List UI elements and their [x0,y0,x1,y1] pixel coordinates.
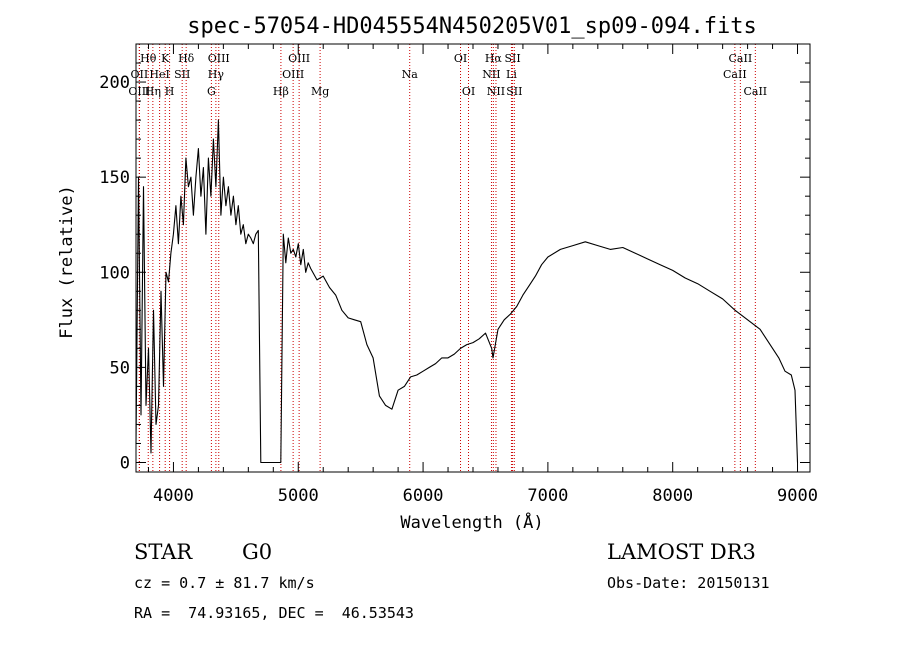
x-tick-label-4000: 4000 [153,486,194,506]
x-tick-label-6000: 6000 [403,486,444,506]
line-label-25: CaII [729,52,753,65]
line-label-8: H [165,85,175,98]
y-tick-label-0: 0 [120,453,130,473]
line-label-17: OI [454,52,467,65]
line-label-15: Mg [311,85,329,98]
line-label-20: SII [504,52,520,65]
y-tick-label-100: 100 [99,263,130,283]
line-label-9: OIII [208,52,230,65]
coordinates: RA = 74.93165, DEC = 46.53543 [134,604,414,622]
line-label-2: OIII [128,85,150,98]
line-label-16: Na [402,68,419,81]
line-label-13: OIII [282,68,304,81]
line-label-19: Hα [485,52,503,65]
line-label-22: Li [506,68,517,81]
object-class: STAR [134,540,193,564]
line-label-27: CaII [743,85,767,98]
spectrum-series-line [135,119,799,464]
line-label-14: Hβ [273,85,289,98]
observation-date: Obs-Date: 20150131 [607,574,770,592]
y-tick-label-150: 150 [99,168,130,188]
y-tick-label-50: 50 [110,358,130,378]
line-label-4: HeI [149,68,169,81]
line-label-26: CaII [723,68,747,81]
x-tick-label-9000: 9000 [777,486,818,506]
y-axis-label: Flux (relative) [57,185,77,339]
line-label-24: SII [506,85,522,98]
x-tick-label-5000: 5000 [278,486,319,506]
line-label-7: SII [174,68,190,81]
line-label-12: OIII [288,52,310,65]
line-label-6: Hδ [178,52,195,65]
line-label-0: Hθ [140,52,157,65]
survey-name: LAMOST DR3 [607,540,756,564]
line-label-11: G [207,85,216,98]
chart-title: spec-57054-HD045554N450205V01_sp09-094.f… [187,14,757,39]
y-tick-label-200: 200 [99,73,130,93]
redshift-value: cz = 0.7 ± 81.7 km/s [134,574,315,592]
x-tick-label-8000: 8000 [652,486,693,506]
line-label-23: NII [487,85,505,98]
x-tick-label-7000: 7000 [527,486,568,506]
line-label-3: K [161,52,170,65]
spectral-subclass: G0 [242,540,273,564]
plot-frame [135,43,811,473]
line-label-10: Hγ [208,68,225,81]
x-axis-label: Wavelength (Å) [400,511,543,533]
line-label-18: OI [462,85,475,98]
line-label-5: Hη [145,85,161,98]
line-label-21: NII [482,68,500,81]
